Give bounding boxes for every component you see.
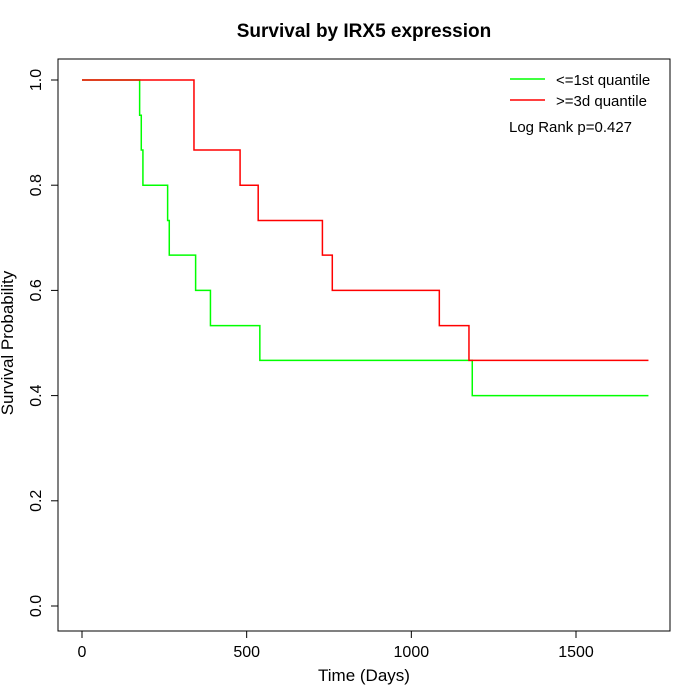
series-line-high-quantile <box>82 79 649 362</box>
y-axis: 0.0 0.2 0.4 0.6 0.8 1.0 <box>28 69 59 617</box>
legend-label-high: >=3d quantile <box>556 93 647 110</box>
y-tick-label: 0.8 <box>28 174 45 196</box>
x-tick-label: 0 <box>78 644 87 661</box>
y-tick-label: 0.2 <box>28 490 45 512</box>
legend-label-low: <=1st quantile <box>556 72 650 89</box>
y-tick-label: 0.6 <box>28 279 45 301</box>
y-axis-title: Survival Probability <box>0 270 17 415</box>
chart-title: Survival by IRX5 expression <box>237 21 492 42</box>
x-axis: 0 500 1000 1500 <box>78 630 594 661</box>
legend: <=1st quantile >=3d quantile <box>510 72 650 110</box>
y-tick-label: 1.0 <box>28 69 45 91</box>
series-layer <box>82 79 649 397</box>
x-tick-label: 500 <box>233 644 260 661</box>
y-tick-label: 0.4 <box>28 384 45 406</box>
logrank-annotation: Log Rank p=0.427 <box>509 119 632 136</box>
x-axis-title: Time (Days) <box>318 666 410 685</box>
x-tick-label: 1000 <box>394 644 430 661</box>
x-tick-label: 1500 <box>558 644 594 661</box>
y-tick-label: 0.0 <box>28 595 45 617</box>
series-line-low-quantile <box>82 79 649 397</box>
